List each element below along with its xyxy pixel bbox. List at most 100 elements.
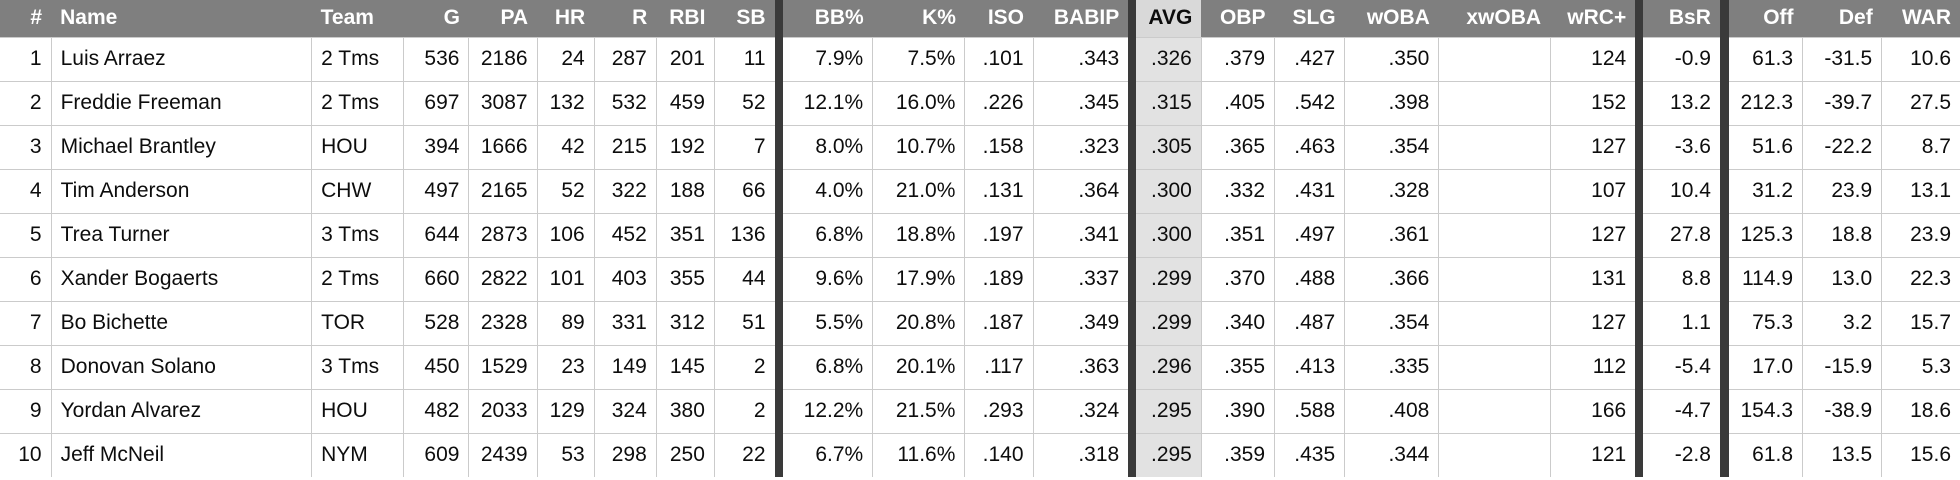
stat-cell-wrc_plus: 152 xyxy=(1549,80,1640,126)
rank-cell: 6 xyxy=(0,256,52,302)
stat-cell-war: 23.9 xyxy=(1881,212,1960,258)
team-cell[interactable]: 2 Tms xyxy=(311,256,405,302)
column-header-bsr[interactable]: BsR xyxy=(1635,0,1729,37)
team-cell[interactable]: 2 Tms xyxy=(311,80,405,126)
column-header-sb[interactable]: SB xyxy=(714,0,779,37)
player-name-cell[interactable]: Michael Brantley xyxy=(50,124,313,170)
stat-cell-def: 18.8 xyxy=(1802,212,1883,258)
player-name-cell[interactable]: Freddie Freeman xyxy=(50,80,313,126)
table-header: # Name Team G PA HR R RBI SB BB% K% ISO BABIP AVG OBP S… xyxy=(0,0,1960,37)
stat-cell-hr: 101 xyxy=(536,256,595,302)
column-header-rank[interactable]: # xyxy=(0,0,52,37)
table-row: 2 Freddie Freeman 2 Tms 697 3087 132 532 459 52 1… xyxy=(0,80,1960,126)
team-cell[interactable]: 3 Tms xyxy=(311,344,405,390)
player-name-cell[interactable]: Trea Turner xyxy=(50,212,313,258)
column-header-wrc_plus[interactable]: wRC+ xyxy=(1550,0,1640,37)
stat-cell-hr: 53 xyxy=(536,432,595,477)
table-row: 1 Luis Arraez 2 Tms 536 2186 24 287 201 11 7.9% 7.… xyxy=(0,36,1960,82)
stat-cell-hr: 52 xyxy=(536,168,595,214)
column-header-rbi[interactable]: RBI xyxy=(656,0,715,37)
column-header-pa[interactable]: PA xyxy=(468,0,538,37)
stat-cell-bb_pct: 6.8% xyxy=(774,212,874,258)
stat-cell-iso: .140 xyxy=(964,432,1034,477)
stat-cell-hr: 129 xyxy=(536,388,595,434)
stat-cell-hr: 106 xyxy=(536,212,595,258)
stat-cell-obp: .351 xyxy=(1200,212,1276,258)
stat-cell-xwoba xyxy=(1438,256,1551,302)
stat-cell-wrc_plus: 166 xyxy=(1549,388,1640,434)
stat-cell-xwoba xyxy=(1438,80,1551,126)
stat-cell-sb: 136 xyxy=(713,212,780,258)
stat-cell-g: 697 xyxy=(403,80,470,126)
team-cell[interactable]: TOR xyxy=(311,300,405,346)
player-name-cell[interactable]: Yordan Alvarez xyxy=(50,388,313,434)
stat-cell-k_pct: 17.9% xyxy=(872,256,966,302)
team-cell[interactable]: 3 Tms xyxy=(311,212,405,258)
rank-cell: 9 xyxy=(0,388,52,434)
stat-cell-r: 298 xyxy=(593,432,657,477)
column-header-r[interactable]: R xyxy=(594,0,657,37)
stat-cell-slg: .487 xyxy=(1273,300,1346,346)
stat-cell-bsr: 10.4 xyxy=(1635,168,1729,214)
column-header-name[interactable]: Name xyxy=(51,0,312,37)
stat-cell-off: 61.3 xyxy=(1723,36,1804,82)
stat-cell-bsr: -3.6 xyxy=(1635,124,1729,170)
stat-cell-r: 331 xyxy=(593,300,657,346)
stat-cell-war: 15.6 xyxy=(1881,432,1960,477)
team-cell[interactable]: NYM xyxy=(311,432,405,477)
column-header-iso[interactable]: ISO xyxy=(964,0,1034,37)
team-cell[interactable]: HOU xyxy=(311,124,405,170)
stat-cell-war: 8.7 xyxy=(1881,124,1960,170)
team-cell[interactable]: HOU xyxy=(311,388,405,434)
stat-cell-sb: 52 xyxy=(713,80,780,126)
player-name-cell[interactable]: Luis Arraez xyxy=(50,36,313,82)
stat-cell-k_pct: 10.7% xyxy=(872,124,966,170)
stat-cell-babip: .324 xyxy=(1032,388,1133,434)
stat-cell-obp: .355 xyxy=(1200,344,1276,390)
stat-cell-sb: 22 xyxy=(713,432,780,477)
column-header-xwoba[interactable]: xwOBA xyxy=(1438,0,1551,37)
column-header-bb_pct[interactable]: BB% xyxy=(774,0,873,37)
stat-cell-avg: .295 xyxy=(1128,432,1202,477)
stat-cell-wrc_plus: 127 xyxy=(1549,212,1640,258)
column-header-k_pct[interactable]: K% xyxy=(872,0,965,37)
stat-cell-avg: .300 xyxy=(1128,212,1202,258)
column-header-obp[interactable]: OBP xyxy=(1201,0,1275,37)
player-name-cell[interactable]: Tim Anderson xyxy=(50,168,313,214)
column-header-slg[interactable]: SLG xyxy=(1274,0,1345,37)
column-header-hr[interactable]: HR xyxy=(537,0,595,37)
stat-cell-xwoba xyxy=(1438,388,1551,434)
stat-cell-avg: .299 xyxy=(1128,300,1202,346)
stat-cell-r: 324 xyxy=(593,388,657,434)
column-header-woba[interactable]: wOBA xyxy=(1344,0,1439,37)
team-cell[interactable]: CHW xyxy=(311,168,405,214)
stat-cell-bsr: -4.7 xyxy=(1635,388,1729,434)
column-header-off[interactable]: Off xyxy=(1724,0,1803,37)
stat-cell-obp: .405 xyxy=(1200,80,1276,126)
stat-cell-rbi: 192 xyxy=(655,124,715,170)
column-header-avg[interactable]: AVG xyxy=(1128,0,1202,37)
column-header-def[interactable]: Def xyxy=(1802,0,1882,37)
stat-cell-bb_pct: 8.0% xyxy=(774,124,874,170)
stat-cell-r: 532 xyxy=(593,80,657,126)
column-header-war[interactable]: WAR xyxy=(1881,0,1960,37)
stat-cell-iso: .131 xyxy=(964,168,1034,214)
stat-cell-off: 154.3 xyxy=(1723,388,1804,434)
stat-cell-slg: .542 xyxy=(1273,80,1346,126)
stat-cell-woba: .350 xyxy=(1344,36,1440,82)
stat-cell-xwoba xyxy=(1438,212,1551,258)
player-name-cell[interactable]: Jeff McNeil xyxy=(50,432,313,477)
player-name-cell[interactable]: Bo Bichette xyxy=(50,300,313,346)
stat-cell-babip: .363 xyxy=(1032,344,1133,390)
stat-cell-bb_pct: 9.6% xyxy=(774,256,874,302)
stat-cell-rbi: 351 xyxy=(655,212,715,258)
player-name-cell[interactable]: Xander Bogaerts xyxy=(50,256,313,302)
stat-cell-def: 13.5 xyxy=(1802,432,1883,477)
stat-cell-bsr: -2.8 xyxy=(1635,432,1729,477)
stat-cell-obp: .332 xyxy=(1200,168,1276,214)
column-header-team[interactable]: Team xyxy=(311,0,404,37)
player-name-cell[interactable]: Donovan Solano xyxy=(50,344,313,390)
column-header-g[interactable]: G xyxy=(403,0,469,37)
column-header-babip[interactable]: BABIP xyxy=(1033,0,1133,37)
team-cell[interactable]: 2 Tms xyxy=(311,36,405,82)
